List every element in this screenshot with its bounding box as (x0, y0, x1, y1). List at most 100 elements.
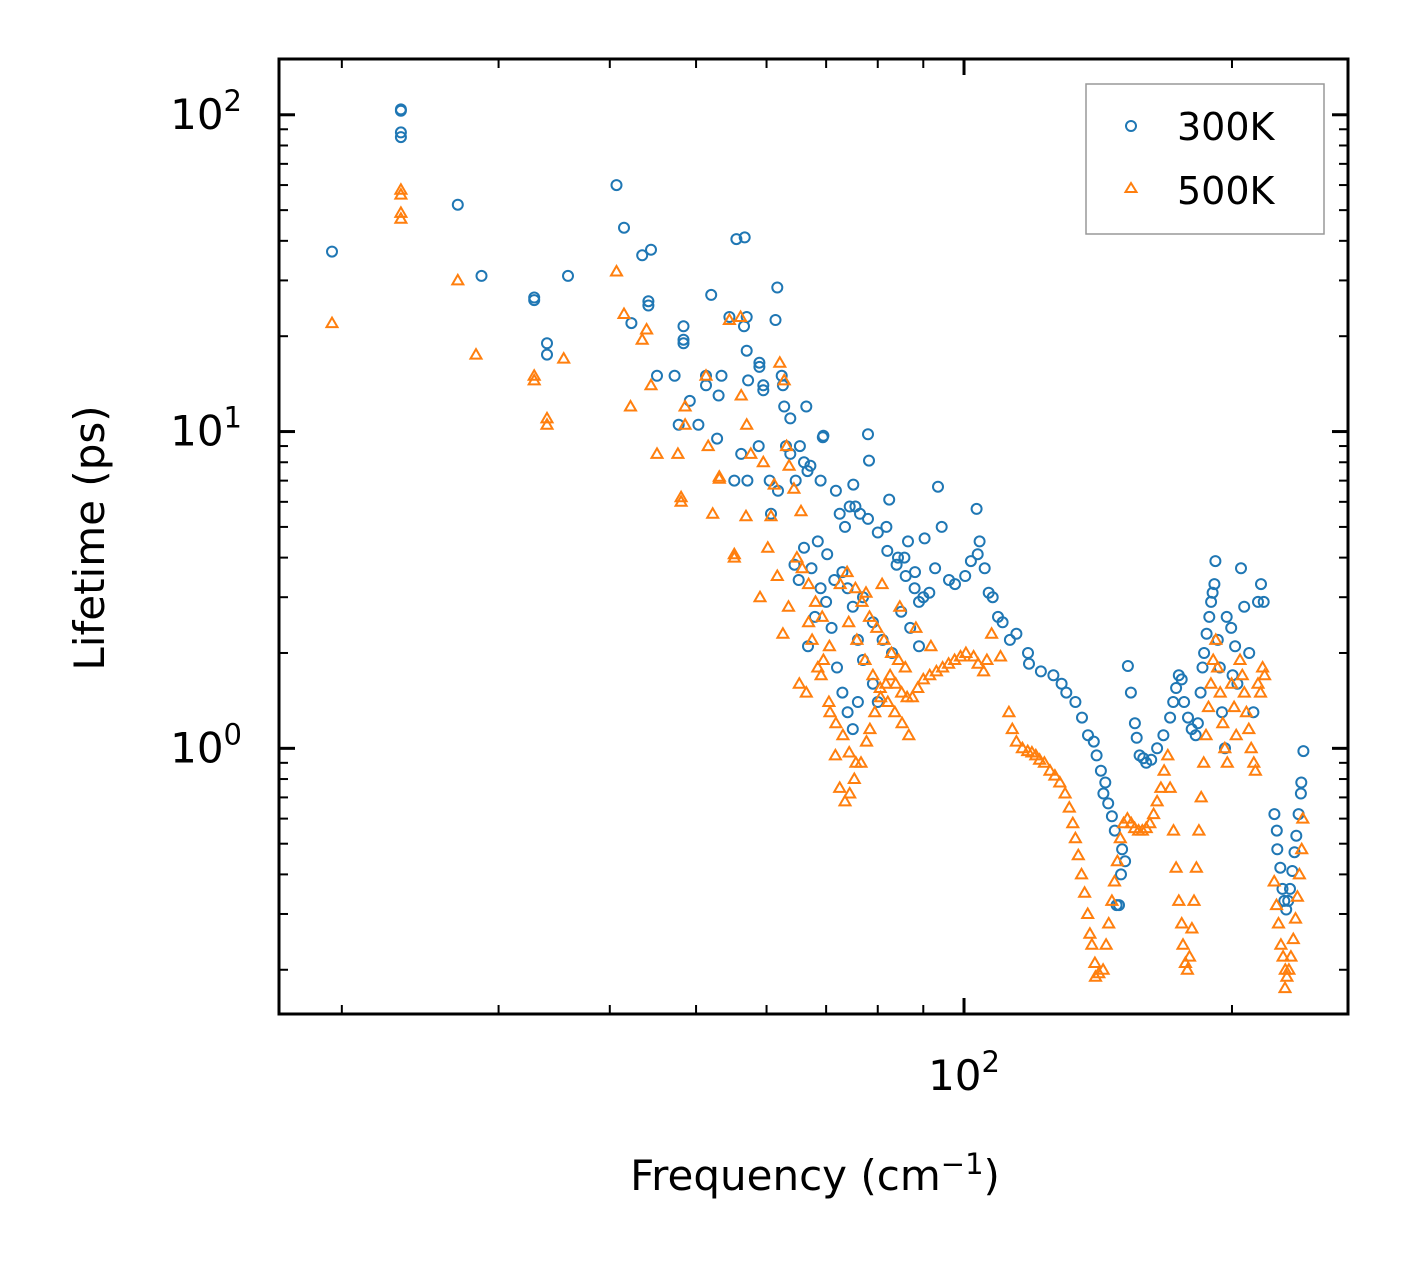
data-point-300K (677, 337, 690, 350)
data-point-300K (728, 474, 741, 487)
data-point-500K (1168, 860, 1184, 873)
data-point-300K (970, 502, 983, 515)
data-point-500K (738, 508, 754, 522)
data-point-500K (1205, 652, 1221, 665)
data-point-300K (1294, 787, 1307, 800)
data-point-500K (393, 211, 409, 224)
data-point-300K (1295, 776, 1308, 789)
data-point-500K (468, 347, 484, 360)
data-point-300K (1175, 673, 1188, 686)
data-point-500K (727, 550, 742, 563)
data-point-500K (894, 715, 910, 729)
data-point-300K (1151, 742, 1164, 755)
data-point-300K (949, 578, 961, 591)
data-point-300K (841, 706, 854, 719)
data-point-300K (800, 400, 813, 413)
legend: 300K 500K (1085, 83, 1325, 235)
data-point-500K (835, 727, 851, 741)
data-point-500K (1283, 949, 1299, 962)
data-point-300K (712, 389, 725, 402)
data-point-500K (1009, 734, 1024, 747)
data-point-500K (1232, 652, 1248, 665)
data-point-300K (625, 317, 638, 330)
data-point-500K (1001, 704, 1017, 718)
data-point-500K (857, 652, 873, 665)
data-point-500K (1015, 740, 1030, 754)
data-point-500K (849, 632, 865, 645)
data-point-500K (1189, 860, 1204, 873)
data-point-500K (1077, 885, 1092, 898)
data-point-500K (888, 676, 903, 689)
data-point-500K (1226, 699, 1242, 713)
data-point-500K (901, 727, 917, 741)
data-point-500K (670, 446, 686, 459)
data-point-300K (1194, 686, 1207, 699)
data-point-300K (1055, 677, 1068, 690)
data-point-500K (760, 540, 776, 553)
data-point-500K (832, 780, 847, 793)
data-point-500K (1101, 916, 1116, 929)
data-point-300K (753, 360, 766, 373)
data-point-500K (910, 680, 925, 693)
data-point-500K (799, 685, 814, 698)
data-point-300K (996, 616, 1009, 629)
data-point-300K (1157, 729, 1170, 742)
data-point-300K (562, 269, 574, 282)
data-point-300K (883, 493, 896, 506)
data-point-300K (771, 281, 784, 294)
data-point-300K (836, 686, 849, 699)
data-point-500K (1104, 893, 1120, 906)
data-point-300K (833, 507, 846, 520)
data-point-300K (862, 512, 874, 525)
data-point-500K (1180, 962, 1195, 975)
data-point-300K (742, 374, 755, 387)
data-point-300K (1229, 640, 1242, 653)
data-point-500K (766, 477, 782, 490)
data-point-500K (1248, 763, 1263, 776)
data-point-500K (556, 351, 571, 364)
data-point-500K (1279, 969, 1295, 982)
data-point-300K (730, 233, 743, 246)
data-point-300K (610, 179, 623, 192)
data-point-300K (757, 384, 770, 397)
data-point-500K (779, 438, 794, 452)
data-point-300K (1105, 810, 1118, 823)
data-point-500K (1237, 685, 1252, 698)
data-point-300K (677, 320, 690, 333)
data-point-300K (692, 418, 705, 431)
series-500K (324, 182, 1311, 994)
data-point-500K (1184, 921, 1200, 934)
data-point-500K (643, 377, 659, 391)
data-point-500K (786, 481, 802, 494)
data-point-500K (1113, 830, 1128, 844)
data-point-500K (898, 660, 913, 673)
data-point-500K (837, 793, 853, 807)
data-point-500K (821, 694, 837, 707)
data-point-500K (639, 322, 654, 335)
data-point-500K (859, 734, 874, 747)
data-point-500K (1201, 699, 1216, 713)
x-axis-label: Frequency (cm−1) (630, 1147, 1000, 1200)
data-point-500K (1273, 937, 1289, 950)
data-point-300K (645, 243, 657, 256)
data-point-300K (831, 661, 843, 674)
data-point-300K (394, 103, 407, 116)
data-point-500K (1269, 897, 1284, 911)
data-point-300K (715, 369, 728, 382)
data-point-300K (843, 500, 856, 513)
data-point-500K (756, 454, 771, 468)
data-point-500K (848, 580, 863, 594)
data-point-500K (1290, 889, 1305, 902)
data-point-500K (1275, 949, 1291, 962)
data-point-300K (784, 412, 797, 425)
data-point-300K (1182, 711, 1194, 724)
data-point-300K (898, 551, 911, 564)
data-point-500K (393, 182, 409, 195)
data-point-500K (1292, 866, 1307, 880)
data-point-500K (822, 638, 837, 652)
data-point-500K (1220, 755, 1235, 768)
data-point-500K (880, 694, 896, 707)
data-point-300K (738, 231, 751, 244)
data-point-300K (973, 535, 986, 548)
data-point-300K (1284, 882, 1296, 895)
